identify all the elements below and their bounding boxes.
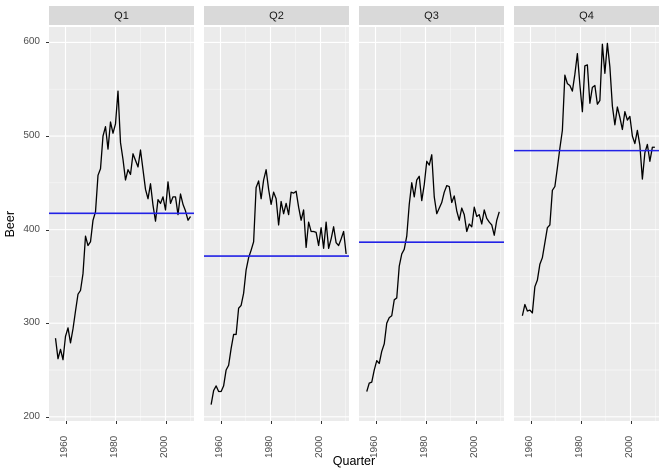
strip-label: Q3	[424, 9, 439, 22]
y-tick-mark	[46, 42, 49, 44]
y-tick-label: 200	[23, 410, 40, 422]
beer-series-Q2	[210, 169, 347, 405]
y-tick-mark	[46, 136, 49, 138]
y-tick-mark	[46, 323, 49, 325]
x-axis-title: Quarter	[332, 454, 376, 468]
x-tick-mark	[580, 421, 582, 424]
x-tick-mark	[475, 421, 477, 424]
beer-series-Q1	[54, 90, 192, 361]
x-tick-label: 1980	[419, 435, 430, 458]
facet-panel-q1	[49, 27, 194, 421]
x-tick-mark	[320, 421, 322, 424]
y-tick-mark	[46, 229, 49, 231]
x-tick-label: 2000	[469, 435, 480, 458]
x-tick-mark	[65, 421, 67, 424]
x-tick-label: 1980	[574, 435, 585, 458]
facet-panel-q3	[359, 27, 504, 421]
beer-series-Q4	[521, 42, 655, 316]
facet-panel-q4	[514, 27, 659, 421]
beer-series-Q3	[366, 154, 500, 392]
y-tick-label: 300	[23, 317, 40, 329]
x-tick-label: 2000	[159, 435, 170, 458]
x-tick-label: 1980	[264, 435, 275, 458]
x-tick-mark	[425, 421, 427, 424]
x-tick-mark	[530, 421, 532, 424]
x-tick-label: 1960	[524, 435, 535, 458]
x-tick-mark	[220, 421, 222, 424]
facet-strip-q1: Q1	[49, 6, 194, 25]
y-tick-label: 600	[23, 36, 40, 48]
facet-strip-q3: Q3	[359, 6, 504, 25]
facet-strip-q4: Q4	[514, 6, 659, 25]
x-tick-mark	[630, 421, 632, 424]
strip-label: Q4	[579, 9, 594, 22]
x-tick-mark	[165, 421, 167, 424]
x-tick-label: 1960	[214, 435, 225, 458]
x-tick-label: 1960	[59, 435, 70, 458]
x-tick-label: 2000	[624, 435, 635, 458]
x-tick-label: 1980	[109, 435, 120, 458]
x-tick-label: 2000	[314, 435, 325, 458]
facet-strip-q2: Q2	[204, 6, 349, 25]
y-tick-mark	[46, 416, 49, 418]
x-tick-mark	[375, 421, 377, 424]
strip-label: Q1	[114, 9, 129, 22]
y-tick-label: 400	[23, 223, 40, 235]
x-tick-mark	[115, 421, 117, 424]
x-tick-label: 1960	[369, 435, 380, 458]
facet-panel-q2	[204, 27, 349, 421]
y-tick-label: 500	[23, 130, 40, 142]
strip-label: Q2	[269, 9, 284, 22]
x-tick-mark	[270, 421, 272, 424]
